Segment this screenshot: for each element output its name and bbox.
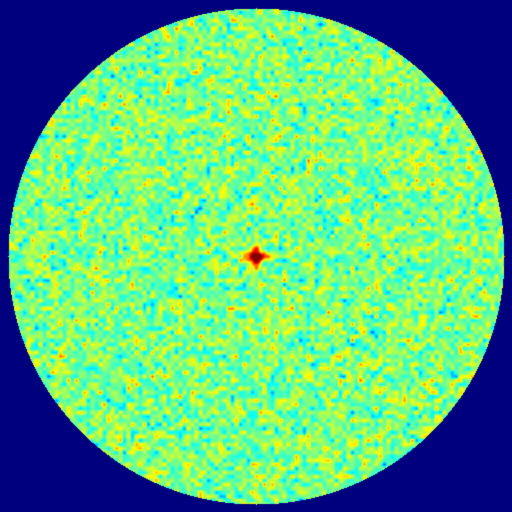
circular-heatmap bbox=[0, 0, 512, 512]
heatmap-view bbox=[0, 0, 512, 512]
